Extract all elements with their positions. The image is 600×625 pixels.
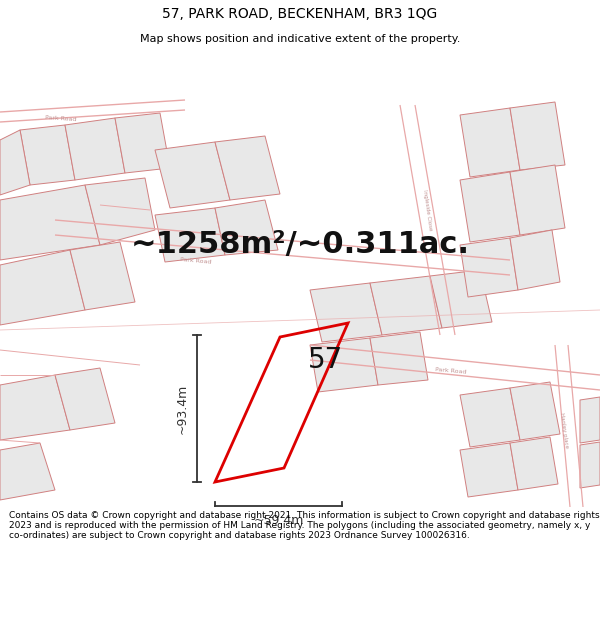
Polygon shape [55, 368, 115, 430]
Polygon shape [460, 443, 518, 497]
Polygon shape [510, 165, 565, 235]
Polygon shape [115, 113, 170, 173]
Text: 57: 57 [308, 346, 344, 374]
Text: Park Road: Park Road [435, 368, 467, 375]
Polygon shape [20, 125, 75, 185]
Text: Ingleside Close: Ingleside Close [422, 189, 433, 231]
Text: Park Road: Park Road [45, 115, 77, 122]
Polygon shape [580, 442, 600, 488]
Polygon shape [155, 142, 230, 208]
Polygon shape [0, 443, 55, 500]
Polygon shape [370, 276, 442, 335]
Polygon shape [510, 437, 558, 490]
Polygon shape [65, 118, 125, 180]
Polygon shape [430, 270, 492, 328]
Polygon shape [460, 108, 520, 177]
Polygon shape [510, 102, 565, 170]
Polygon shape [215, 136, 280, 200]
Polygon shape [0, 130, 30, 195]
Text: Park Road: Park Road [180, 258, 212, 265]
Polygon shape [310, 338, 378, 392]
Polygon shape [0, 375, 70, 440]
Text: ~1258m²/~0.311ac.: ~1258m²/~0.311ac. [131, 231, 470, 259]
Text: Hanley place: Hanley place [559, 412, 569, 448]
Polygon shape [460, 238, 518, 297]
Polygon shape [510, 382, 560, 440]
Polygon shape [215, 200, 278, 255]
Polygon shape [0, 250, 85, 325]
Polygon shape [85, 178, 155, 245]
Polygon shape [70, 242, 135, 310]
Text: ~59.4m: ~59.4m [253, 514, 304, 526]
Polygon shape [0, 185, 100, 260]
Polygon shape [370, 332, 428, 385]
Polygon shape [155, 208, 225, 262]
Polygon shape [310, 283, 382, 342]
Text: ~93.4m: ~93.4m [176, 383, 188, 434]
Polygon shape [460, 172, 520, 242]
Polygon shape [460, 388, 520, 447]
Text: 57, PARK ROAD, BECKENHAM, BR3 1QG: 57, PARK ROAD, BECKENHAM, BR3 1QG [163, 7, 437, 21]
Polygon shape [510, 230, 560, 290]
Polygon shape [580, 397, 600, 443]
Text: Map shows position and indicative extent of the property.: Map shows position and indicative extent… [140, 34, 460, 44]
Text: Contains OS data © Crown copyright and database right 2021. This information is : Contains OS data © Crown copyright and d… [9, 511, 599, 541]
